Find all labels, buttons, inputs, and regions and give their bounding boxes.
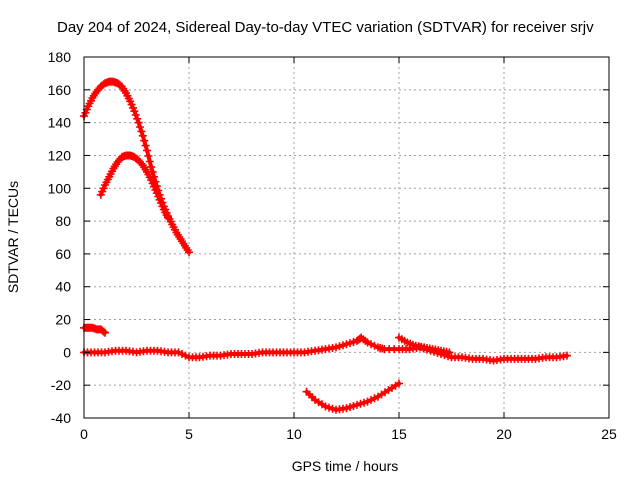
series-arc-3 — [80, 323, 109, 337]
data-point-marker — [147, 162, 156, 171]
data-point-marker — [144, 152, 153, 160]
x-tick-label: 20 — [496, 426, 512, 442]
data-point-marker — [181, 351, 190, 360]
x-tick-label: 15 — [391, 426, 407, 442]
data-point-marker — [138, 131, 147, 140]
data-point-marker — [363, 338, 372, 347]
data-point-marker — [332, 343, 340, 352]
data-point-marker — [395, 379, 403, 388]
data-point-marker — [137, 127, 146, 136]
data-point-marker — [445, 348, 454, 357]
data-point-marker — [134, 118, 143, 127]
data-point-marker — [353, 400, 361, 409]
series-arc-1 — [80, 77, 193, 257]
data-point-marker — [370, 394, 379, 403]
y-tick-label: 160 — [48, 82, 72, 98]
data-point-marker — [370, 341, 379, 350]
data-point-marker — [349, 338, 358, 346]
y-axis-label: SDTVAR / TECUs — [5, 181, 21, 293]
data-point-marker — [360, 398, 368, 407]
data-point-marker — [141, 141, 150, 150]
grid-lines — [84, 57, 609, 418]
y-tick-label: 100 — [48, 180, 72, 196]
data-point-marker — [342, 404, 351, 413]
data-point-marker — [140, 136, 149, 145]
y-tick-label: 0 — [63, 344, 71, 360]
y-tick-label: 20 — [55, 312, 71, 328]
x-tick-label: 10 — [286, 426, 302, 442]
data-point-marker — [367, 395, 375, 404]
y-tick-label: -20 — [51, 377, 71, 393]
x-tick-label: 25 — [601, 426, 617, 442]
data-point-marker — [335, 342, 344, 351]
data-point-marker — [349, 402, 358, 410]
data-point-marker — [99, 327, 108, 336]
data-point-marker — [328, 404, 337, 413]
chart-title: Day 204 of 2024, Sidereal Day-to-day VTE… — [57, 19, 594, 36]
y-tick-label: 80 — [55, 213, 71, 229]
data-point-marker — [367, 340, 375, 349]
data-point-marker — [363, 397, 372, 406]
data-point-marker — [321, 402, 330, 411]
axis-ticks: 0 5 10 15 20 25 -40 -20 0 20 40 60 80 100 120 140 160 180 — [48, 49, 617, 442]
x-tick-label: 5 — [185, 426, 193, 442]
series-arc-2 — [96, 151, 172, 222]
data-point-marker — [342, 340, 351, 349]
data-point-marker — [136, 123, 144, 131]
data-point-marker — [133, 114, 142, 123]
y-tick-label: 120 — [48, 147, 72, 163]
data-point-marker — [143, 146, 151, 155]
data-point-marker — [130, 107, 139, 116]
series-arc-5 — [302, 379, 403, 414]
data-point-marker — [356, 399, 365, 408]
series-arc-4 — [80, 333, 389, 362]
data-point-marker — [339, 341, 347, 350]
data-point-marker — [563, 351, 571, 360]
data-point-marker — [164, 213, 172, 222]
series-arc-6 — [380, 343, 571, 365]
data-point-marker — [131, 111, 140, 119]
y-tick-label: 140 — [48, 115, 72, 131]
data-point-marker — [346, 339, 354, 348]
y-tick-label: -40 — [51, 410, 71, 426]
data-point-marker — [325, 403, 333, 412]
x-tick-label: 0 — [80, 426, 88, 442]
data-point-marker — [178, 350, 186, 358]
y-tick-label: 40 — [55, 279, 71, 295]
data-point-marker — [346, 403, 354, 412]
x-axis-label: GPS time / hours — [292, 458, 399, 474]
plot-frame — [83, 56, 610, 419]
data-point-marker — [101, 328, 109, 337]
y-tick-label: 180 — [48, 49, 72, 65]
data-point-marker — [174, 348, 183, 357]
series-arc-7 — [395, 333, 454, 357]
y-tick-label: 60 — [55, 246, 71, 262]
data-point-marker — [145, 157, 154, 166]
data-series — [80, 77, 571, 414]
data-point-marker — [185, 248, 193, 257]
